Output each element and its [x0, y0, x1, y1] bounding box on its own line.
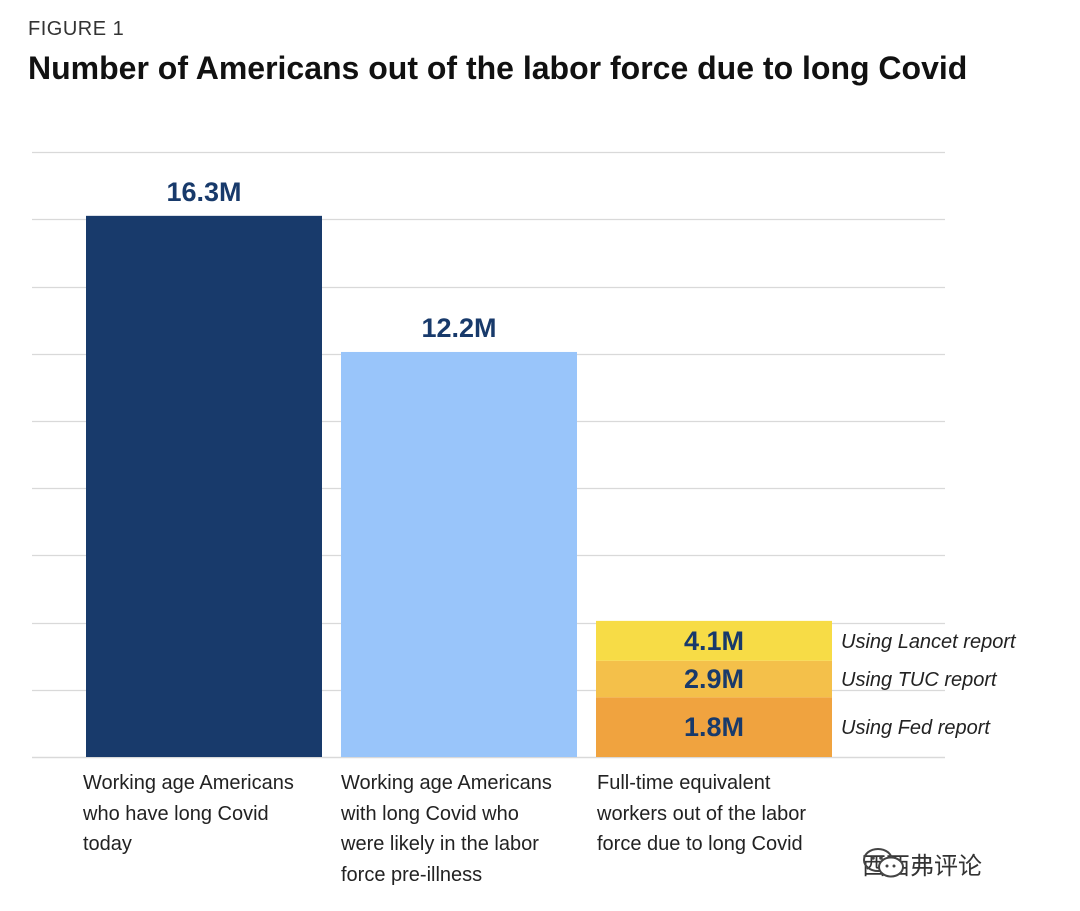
category-label-line: force due to long Covid	[597, 833, 803, 855]
watermark: 西西弗评论	[862, 846, 982, 881]
category-label-line: with long Covid who	[341, 802, 519, 825]
stacked-segment	[596, 697, 832, 757]
category-label-line: workers out of the labor	[597, 802, 806, 825]
stacked-segment	[596, 620, 832, 661]
segment-value-label: 1.8M	[684, 712, 744, 742]
category-label-line: force pre-illness	[341, 863, 483, 886]
category-label-line: Working age Americans	[83, 772, 294, 794]
segment-annotation: Using TUC report	[841, 669, 998, 691]
segment-annotation: Using Lancet report	[841, 631, 1017, 653]
category-label-line: were likely in the labor	[341, 833, 539, 855]
chat-bubbles-icon	[863, 848, 904, 878]
bar-value-label: 16.3M	[166, 177, 241, 207]
bar	[86, 215, 322, 758]
segment-value-label: 2.9M	[684, 664, 744, 694]
category-label-line: today	[83, 833, 132, 855]
segment-annotation: Using Fed report	[841, 717, 991, 739]
category-label-3: Full-time equivalent workers out of the l…	[597, 768, 847, 860]
category-label-2: Working age Americans with long Covid who…	[341, 768, 591, 890]
stacked-segment	[596, 660, 832, 698]
category-label-line: Working age Americans	[341, 772, 552, 794]
category-label-line: who have long Covid	[83, 802, 269, 825]
figure-label: FIGURE 1	[28, 18, 125, 40]
bar	[341, 351, 577, 757]
category-label-line: Full-time equivalent	[597, 772, 771, 794]
category-label-1: Working age Americans who have long Covid…	[83, 768, 333, 860]
chart-title: Number of Americans out of the labor for…	[28, 50, 968, 86]
segment-value-label: 4.1M	[684, 626, 744, 656]
bar-value-label: 12.2M	[421, 313, 496, 343]
